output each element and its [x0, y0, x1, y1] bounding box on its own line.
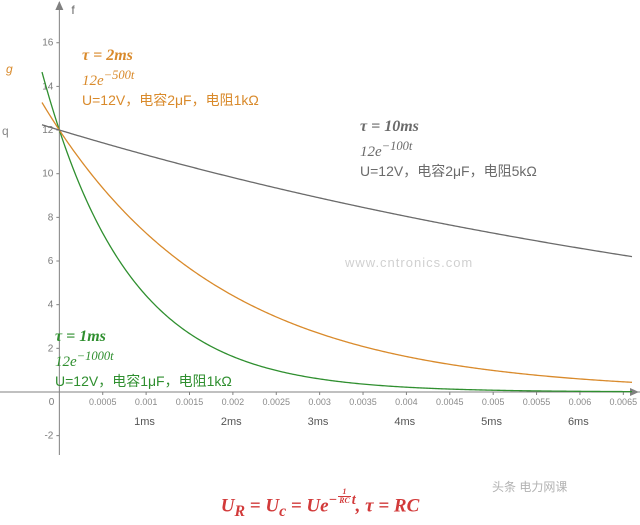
svg-text:10: 10 [42, 169, 54, 180]
svg-text:0.004: 0.004 [395, 397, 418, 407]
x-unit-label: 2ms [221, 416, 242, 428]
svg-text:8: 8 [48, 212, 54, 223]
annotation-tau1: τ = 1ms12e−1000tU=12V，电容1μF，电阻1kΩ [55, 326, 232, 391]
y-axis-label: f [71, 3, 75, 17]
svg-text:0.003: 0.003 [308, 397, 331, 407]
formula-text: UR = Uc = Ue−1RCt, τ = RC [0, 492, 640, 521]
x-unit-label: 5ms [481, 416, 502, 428]
desc-label: U=12V，电容2μF，电阻1kΩ [82, 91, 259, 110]
func-label: 12e−500t [82, 67, 259, 91]
svg-text:4: 4 [48, 300, 54, 311]
svg-text:0.0035: 0.0035 [349, 397, 377, 407]
svg-text:0: 0 [49, 397, 55, 408]
svg-text:0.001: 0.001 [135, 397, 158, 407]
tau-label: τ = 1ms [55, 326, 232, 348]
svg-text:0.0045: 0.0045 [436, 397, 464, 407]
desc-label: U=12V，电容1μF，电阻1kΩ [55, 372, 232, 391]
q-label: q [2, 124, 9, 138]
curve-tau10 [42, 125, 632, 257]
x-unit-label: 6ms [568, 416, 589, 428]
svg-text:0.002: 0.002 [222, 397, 245, 407]
svg-text:0.0005: 0.0005 [89, 397, 117, 407]
source-logo-text: 头条 电力网课 [492, 478, 567, 495]
tau-label: τ = 10ms [360, 116, 537, 138]
g-label: g [6, 62, 13, 76]
svg-text:16: 16 [42, 38, 54, 49]
svg-text:14: 14 [42, 81, 54, 92]
annotation-tau10: τ = 10ms12e−100tU=12V，电容2μF，电阻5kΩ [360, 116, 537, 181]
tau-label: τ = 2ms [82, 45, 259, 67]
svg-text:6: 6 [48, 256, 54, 267]
svg-text:0.0025: 0.0025 [262, 397, 290, 407]
watermark-text: www.cntronics.com [345, 255, 473, 270]
svg-text:0.006: 0.006 [569, 397, 592, 407]
x-unit-label: 4ms [394, 416, 415, 428]
desc-label: U=12V，电容2μF，电阻5kΩ [360, 162, 537, 181]
svg-text:-2: -2 [44, 431, 53, 442]
x-unit-label: 3ms [308, 416, 329, 428]
svg-text:2: 2 [48, 343, 54, 354]
annotation-tau2: τ = 2ms12e−500tU=12V，电容2μF，电阻1kΩ [82, 45, 259, 110]
x-unit-label: 1ms [134, 416, 155, 428]
svg-text:0.0055: 0.0055 [523, 397, 551, 407]
svg-text:0.0015: 0.0015 [176, 397, 204, 407]
svg-text:0.0065: 0.0065 [610, 397, 638, 407]
func-label: 12e−100t [360, 138, 537, 162]
func-label: 12e−1000t [55, 348, 232, 372]
svg-text:0.005: 0.005 [482, 397, 505, 407]
